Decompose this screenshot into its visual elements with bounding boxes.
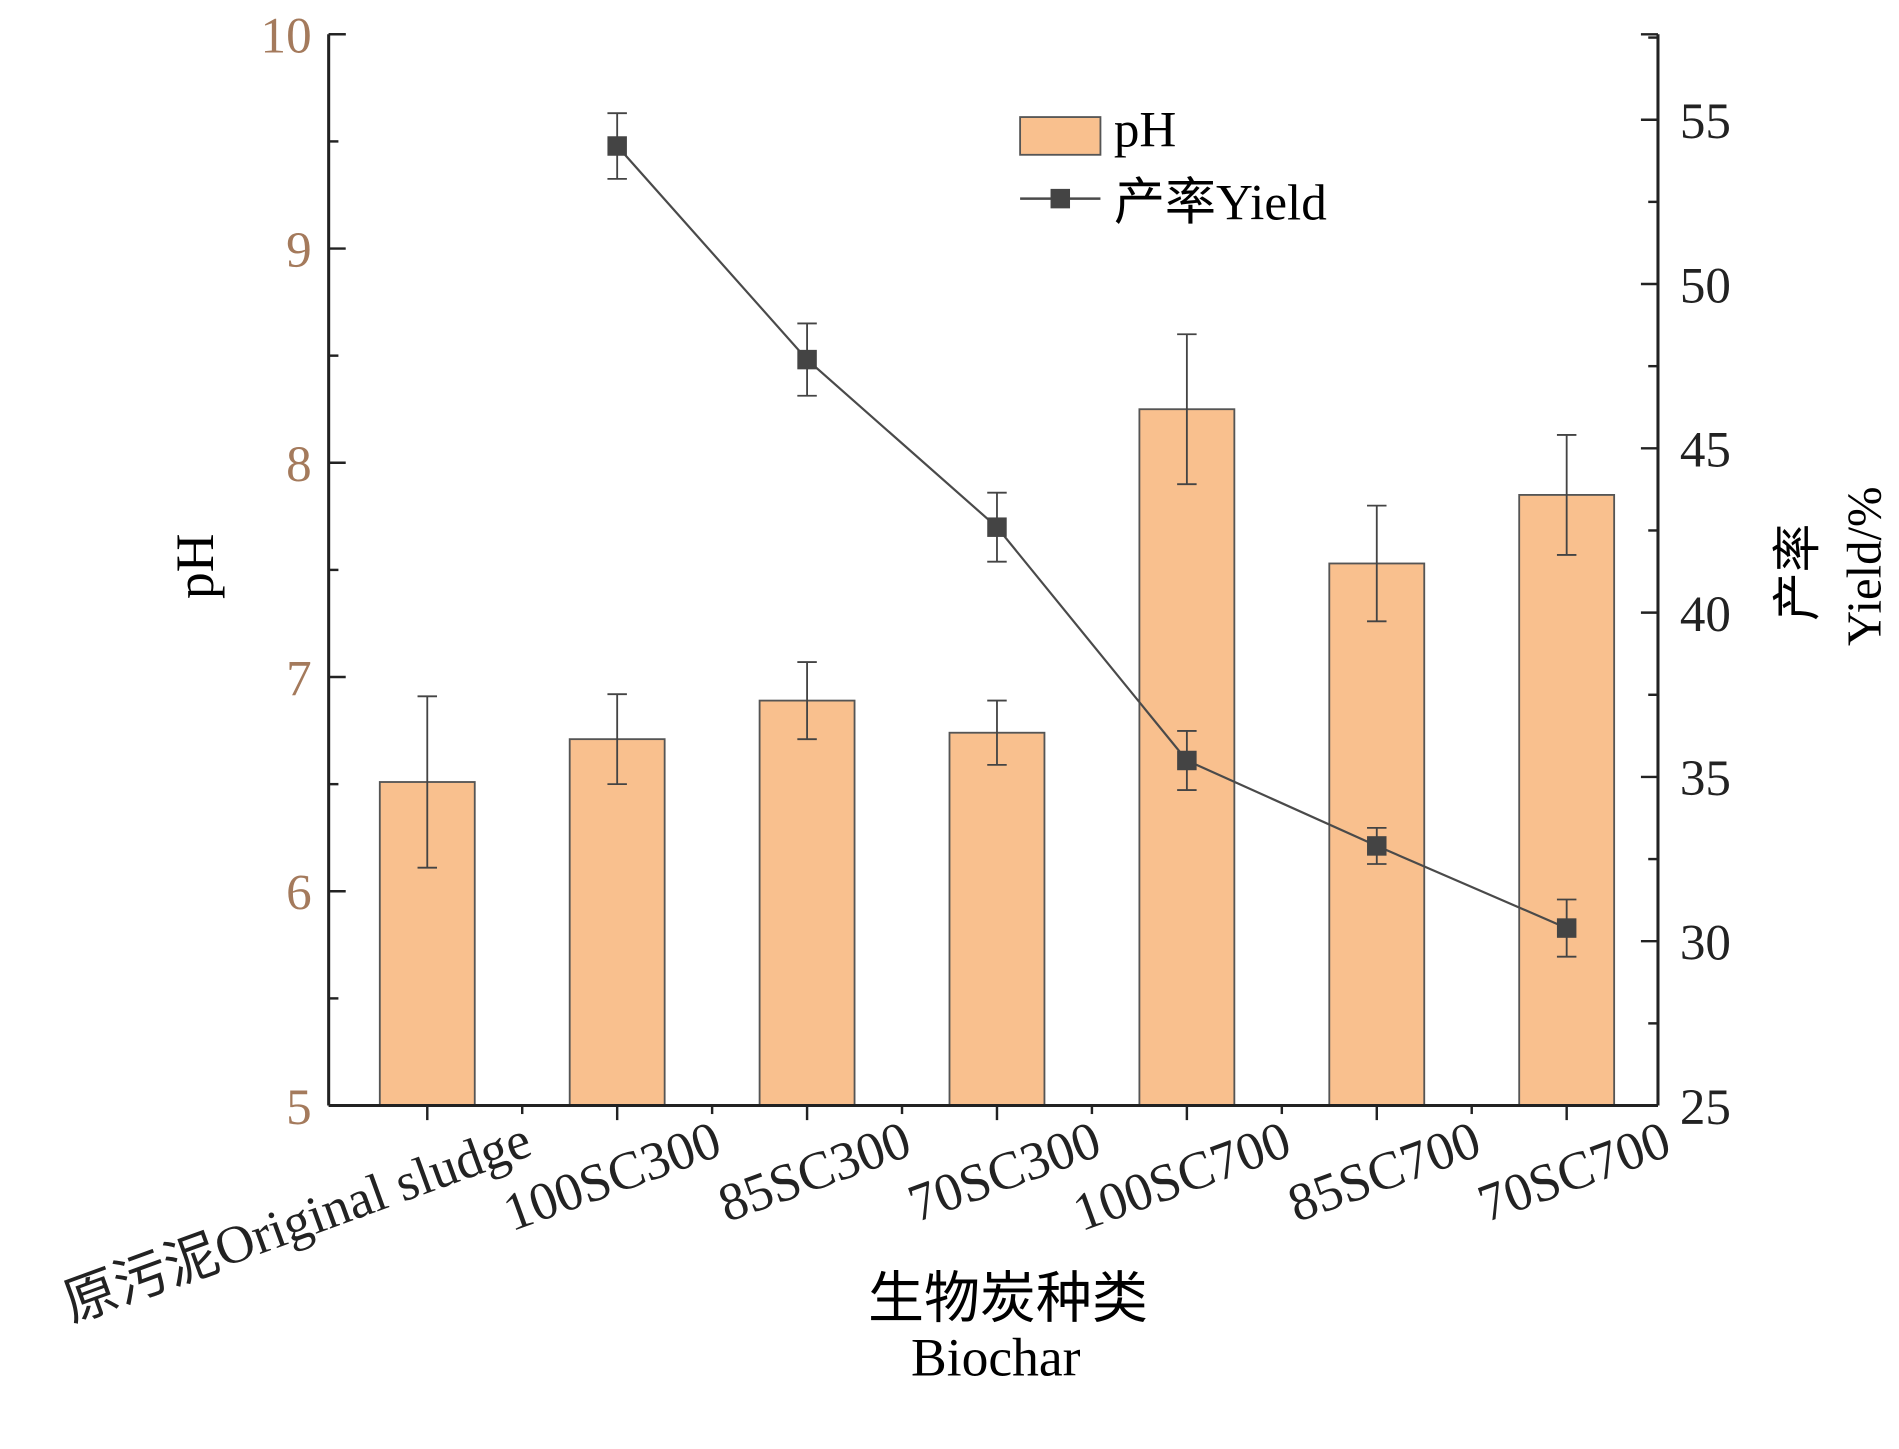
bars-layer bbox=[378, 333, 1616, 1107]
y-right-tick-label: 40 bbox=[1680, 586, 1731, 643]
y-right-tick-label: 55 bbox=[1680, 93, 1731, 150]
y-left-tick-label: 7 bbox=[286, 650, 312, 707]
labels-layer: pH 产率 Yield/% 生物炭种类 Biochar bbox=[165, 486, 1892, 1387]
bar-1 bbox=[568, 738, 666, 1107]
x-tick-label: 原污泥Original sludge bbox=[55, 1109, 538, 1334]
y-left-tick-label: 6 bbox=[286, 865, 312, 922]
y-right-tick-label: 30 bbox=[1680, 914, 1731, 971]
y-left-tick-label: 5 bbox=[286, 1079, 312, 1136]
legend-ph-label: pH bbox=[1114, 101, 1176, 158]
yield-line-layer bbox=[607, 112, 1577, 958]
y-right-tick-label: 25 bbox=[1680, 1079, 1731, 1136]
yield-line bbox=[616, 145, 1568, 930]
yield-marker-1 bbox=[607, 136, 627, 156]
y-left-tick-label: 10 bbox=[261, 8, 312, 65]
yield-marker-4 bbox=[1177, 750, 1197, 771]
x-tick-label: 85SC300 bbox=[710, 1109, 918, 1234]
bar-6 bbox=[1518, 494, 1616, 1107]
legend: pH 产率Yield bbox=[1019, 101, 1327, 231]
y-left-tick-label: 9 bbox=[286, 222, 312, 279]
legend-yield-marker bbox=[1050, 188, 1071, 209]
y-axis-right-title-en: Yield/% bbox=[1838, 486, 1892, 646]
legend-ph-swatch bbox=[1019, 116, 1102, 156]
yield-marker-5 bbox=[1367, 836, 1387, 856]
x-tick-label: 100SC700 bbox=[1065, 1109, 1298, 1243]
y-right-tick-label: 35 bbox=[1680, 750, 1731, 807]
x-axis-title-cn: 生物炭种类 bbox=[868, 1268, 1148, 1330]
bar-2 bbox=[758, 699, 856, 1107]
x-tick-label: 70SC700 bbox=[1470, 1109, 1678, 1234]
yield-marker-6 bbox=[1556, 918, 1577, 938]
x-tick-label: 100SC300 bbox=[495, 1109, 728, 1243]
bar-3 bbox=[948, 731, 1046, 1107]
y-right-tick-label: 45 bbox=[1680, 422, 1731, 479]
y-axis-right-title-cn: 产率 bbox=[1771, 524, 1825, 621]
y-right-tick-label: 50 bbox=[1680, 257, 1731, 314]
y-left-tick-label: 8 bbox=[286, 436, 312, 493]
yield-marker-3 bbox=[987, 517, 1007, 537]
x-tick-label: 85SC700 bbox=[1280, 1109, 1488, 1234]
y-axis-left-title: pH bbox=[165, 534, 225, 599]
yield-marker-2 bbox=[797, 349, 817, 370]
x-axis-title-en: Biochar bbox=[911, 1328, 1081, 1388]
legend-yield-label: 产率Yield bbox=[1114, 174, 1327, 231]
